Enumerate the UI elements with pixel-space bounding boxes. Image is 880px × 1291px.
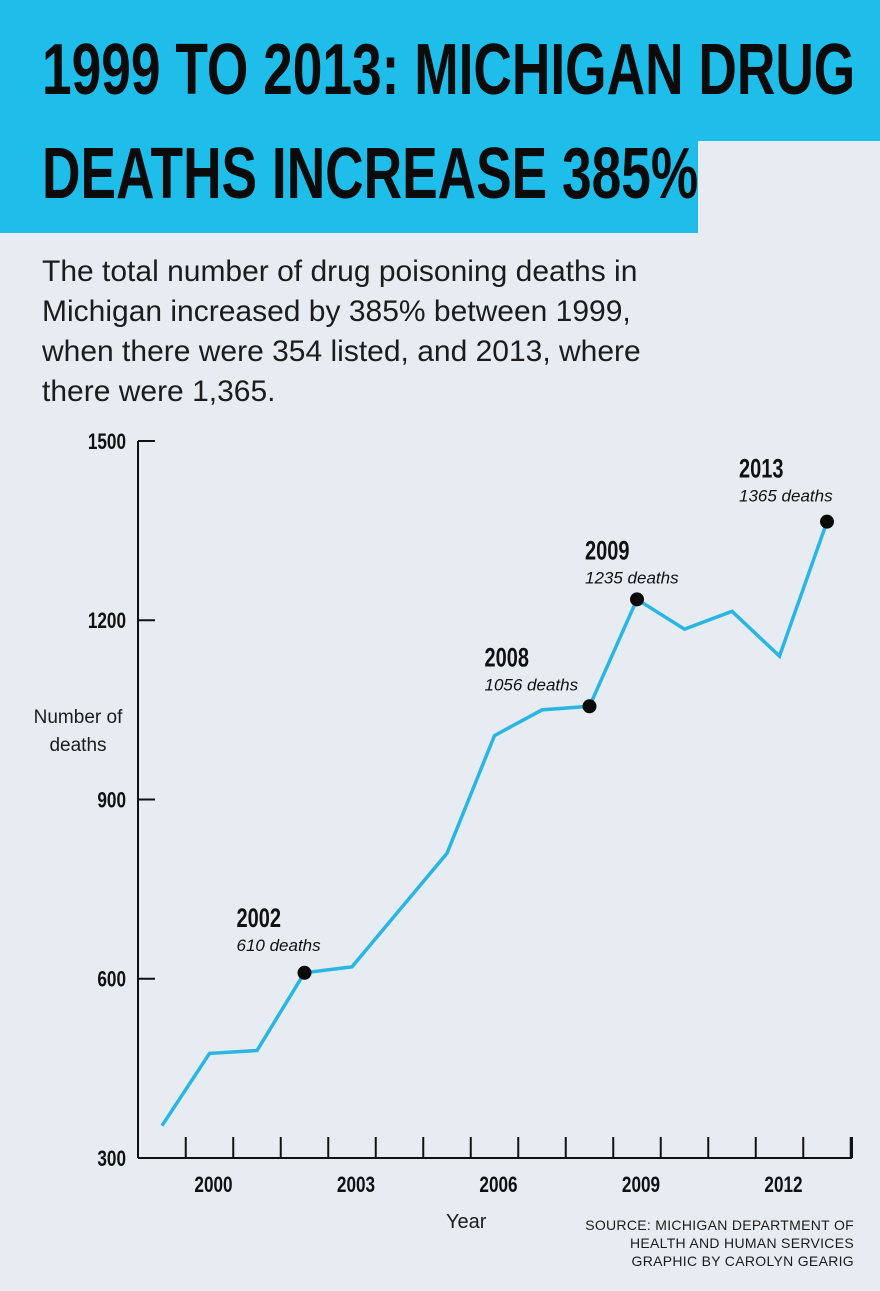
source-line-2: HEALTH AND HUMAN SERVICES bbox=[629, 1235, 854, 1251]
annotation-year-label: 2009 bbox=[585, 535, 629, 566]
page-title-line-1: 1999 TO 2013: MICHIGAN DRUG bbox=[42, 30, 856, 110]
banner-bar-top bbox=[0, 0, 880, 141]
x-axis-label: Year bbox=[446, 1211, 487, 1233]
x-tick-label: 2006 bbox=[479, 1173, 517, 1198]
x-tick-label: 2003 bbox=[337, 1173, 375, 1198]
chart-annotations: 2002 610 deaths 2008 1056 deaths 2009 1235 de… bbox=[237, 454, 834, 980]
source-credit: SOURCE: MICHIGAN DEPARTMENT OF HEALTH AN… bbox=[585, 1216, 854, 1270]
subtitle: The total number of drug poisoning death… bbox=[42, 255, 641, 408]
annotated-point-marker bbox=[582, 699, 597, 714]
annotation-deaths-label: 1365 deaths bbox=[739, 487, 833, 506]
title-banner: 1999 TO 2013: MICHIGAN DRUG DEATHS INCRE… bbox=[0, 0, 880, 233]
chart-axes: 300 600 900 1200 1500 2000 2003 2006 2009 2012 bbox=[88, 430, 853, 1198]
annotation-year-label: 2008 bbox=[485, 642, 529, 673]
y-tick-label: 1500 bbox=[88, 430, 126, 455]
chart-series bbox=[160, 521, 829, 1127]
x-tick-label: 2000 bbox=[194, 1173, 232, 1198]
y-tick-label: 300 bbox=[97, 1147, 126, 1172]
y-tick-label: 900 bbox=[97, 789, 126, 814]
annotation-year-label: 2002 bbox=[237, 903, 281, 934]
x-tick-label: 2012 bbox=[764, 1173, 802, 1198]
annotation-deaths-label: 610 deaths bbox=[237, 936, 322, 955]
x-tick-label: 2009 bbox=[622, 1173, 660, 1198]
annotation-deaths-label: 1056 deaths bbox=[485, 675, 579, 694]
deaths-series-line bbox=[160, 521, 829, 1127]
annotated-point-marker bbox=[630, 592, 644, 607]
annotation-deaths-label: 1235 deaths bbox=[585, 568, 679, 587]
annotation-year-label: 2013 bbox=[739, 454, 783, 485]
graphic-credit: GRAPHIC BY CAROLYN GEARIG bbox=[631, 1253, 854, 1269]
y-tick-label: 600 bbox=[97, 968, 126, 993]
source-line-1: SOURCE: MICHIGAN DEPARTMENT OF bbox=[585, 1217, 854, 1233]
page-title-line-2: DEATHS INCREASE 385% bbox=[42, 134, 699, 214]
y-tick-label: 1200 bbox=[88, 609, 126, 634]
annotated-point-marker bbox=[297, 965, 312, 980]
annotated-point-marker bbox=[820, 514, 834, 529]
y-axis-label: Number of deaths bbox=[33, 707, 123, 756]
banner-bar-bottom bbox=[0, 141, 698, 233]
